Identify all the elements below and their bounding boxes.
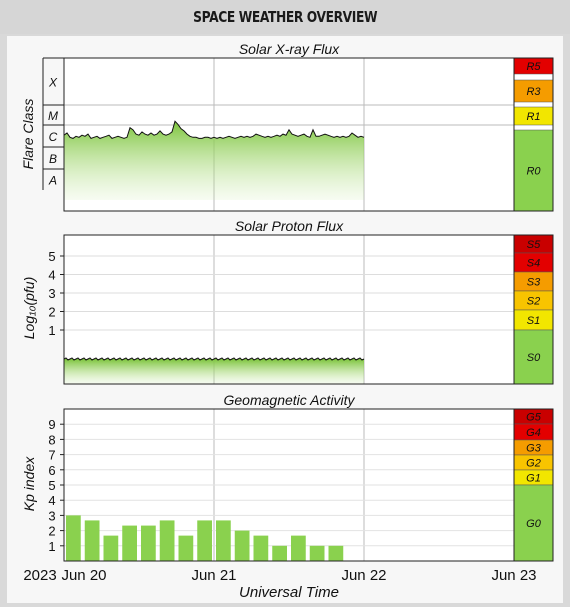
x-axis-year-label: 2023: [23, 567, 56, 584]
kp-bar: [122, 525, 137, 561]
flare-class-label-M: M: [48, 109, 58, 123]
kp-scale-g4-label: G4: [526, 427, 541, 439]
proton-y-axis-title: Log₁₀(pfu): [21, 277, 37, 339]
kp-bar: [272, 545, 287, 561]
kp-tick-label: 8: [48, 432, 55, 447]
kp-tick-label: 6: [48, 463, 55, 478]
kp-tick-label: 7: [48, 448, 55, 463]
kp-bar: [309, 545, 325, 561]
xray-scale-r5-label: R5: [526, 61, 541, 73]
proton-scale-s5-label: S5: [527, 239, 541, 251]
xray-scale-r1-label: R1: [526, 111, 540, 123]
x-axis-tick-label: Jun 20: [61, 567, 106, 584]
xray-flux-area: [64, 121, 364, 200]
kp-tick-label: 4: [48, 493, 55, 508]
kp-bar: [66, 515, 81, 561]
kp-tick-label: 1: [48, 539, 55, 554]
page-title: SPACE WEATHER OVERVIEW: [193, 8, 377, 26]
flare-class-label-B: B: [49, 152, 57, 166]
scale-border: [513, 234, 554, 385]
proton-scale-s4-label: S4: [527, 258, 540, 270]
xray-scale-r0-label: R0: [526, 166, 541, 178]
kp-chart-title: Geomagnetic Activity: [224, 392, 356, 408]
flare-class-label-X: X: [48, 76, 58, 90]
proton-scale-s0-label: S0: [527, 352, 541, 364]
proton-tick-label: 2: [48, 305, 55, 320]
proton-flux-line: [63, 357, 365, 361]
proton-tick-label: 1: [48, 323, 55, 338]
kp-tick-label: 9: [48, 417, 55, 432]
proton-tick-label: 4: [48, 268, 55, 283]
kp-bar: [291, 535, 306, 561]
xray-scale-r3-label: R3: [526, 86, 541, 98]
page-header: SPACE WEATHER OVERVIEW: [0, 0, 570, 34]
xray-y-axis-title: Flare Class: [20, 99, 36, 170]
kp-bar: [253, 535, 269, 561]
x-axis-tick-label: Jun 21: [191, 567, 236, 584]
scale-border: [513, 408, 554, 562]
proton-scale-s1-label: S1: [527, 315, 540, 327]
x-axis-tick-label: Jun 23: [491, 567, 536, 584]
proton-chart-title: Solar Proton Flux: [235, 218, 344, 234]
flare-class-label-C: C: [49, 130, 58, 144]
kp-bar: [159, 520, 175, 561]
kp-scale-g2-label: G2: [526, 458, 541, 470]
kp-tick-label: 2: [48, 524, 55, 539]
xray-chart-title: Solar X-ray Flux: [239, 41, 340, 57]
kp-bar: [103, 535, 119, 561]
kp-tick-label: 5: [48, 478, 55, 493]
kp-bar: [197, 520, 212, 561]
proton-scale-s3-label: S3: [527, 277, 541, 289]
kp-bar: [216, 520, 231, 561]
x-axis-tick-label: Jun 22: [341, 567, 386, 584]
kp-scale-g3-label: G3: [526, 443, 542, 455]
scale-border: [513, 57, 554, 212]
kp-scale-g1-label: G1: [526, 473, 541, 485]
proton-tick-label: 3: [48, 286, 55, 301]
kp-bar: [234, 530, 250, 561]
kp-y-axis-title: Kp index: [21, 456, 37, 511]
kp-scale-g5-label: G5: [526, 412, 542, 424]
proton-tick-label: 5: [48, 249, 55, 264]
proton-scale-s2-label: S2: [527, 296, 540, 308]
kp-bar: [328, 545, 344, 561]
kp-tick-label: 3: [48, 508, 55, 523]
proton-flux-area: [64, 359, 364, 384]
kp-bar: [84, 520, 100, 561]
flare-class-label-A: A: [48, 174, 57, 188]
x-axis-title: Universal Time: [239, 584, 339, 601]
kp-bar: [178, 535, 194, 561]
kp-bar: [141, 525, 156, 561]
xray-flux-line: [63, 120, 365, 140]
kp-scale-g0-label: G0: [526, 518, 542, 530]
